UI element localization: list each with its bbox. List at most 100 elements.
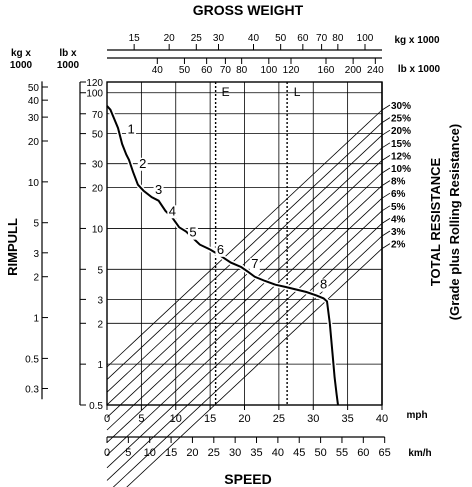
rimpull-lb-tick-label: 100 <box>86 89 103 100</box>
rimpull-lb-tick-label: 0.5 <box>89 401 103 412</box>
resistance-line <box>106 185 383 443</box>
gross-weight-kg-tick-label: 40 <box>248 33 260 44</box>
kmh-tick-label: 60 <box>357 447 369 459</box>
kmh-tick-label: 55 <box>336 447 348 459</box>
kmh-tick-label: 5 <box>125 447 131 459</box>
gross-weight-kg-tick-label: 100 <box>357 33 374 44</box>
resistance-line <box>106 134 383 393</box>
resistance-line <box>106 147 383 406</box>
gear-label-background <box>318 278 329 292</box>
mph-tick-label: 20 <box>238 413 250 425</box>
resistance-label-leader <box>381 243 391 249</box>
rimpull-kg-tick-label: 50 <box>28 83 40 94</box>
resistance-line <box>106 197 383 456</box>
gross-weight-lb-tick-label: 240 <box>367 65 384 76</box>
resistance-label: 20% <box>391 126 411 137</box>
resistance-label-leader <box>381 205 391 212</box>
kmh-tick-label: 45 <box>293 447 305 459</box>
rimpull-lb-tick-label: 3 <box>97 295 103 306</box>
resistance-line <box>106 109 383 368</box>
gear-label-2: 2 <box>139 156 146 171</box>
gross-weight-kg-tick-label: 80 <box>332 33 344 44</box>
resistance-label-leader <box>381 104 391 111</box>
rimpull-kg-tick-label: 10 <box>28 178 40 189</box>
rimpull-kg-tick-label: 2 <box>33 273 39 284</box>
rimpull-kg-tick-label: 20 <box>28 137 40 148</box>
rimpull-lb-tick-label: 1 <box>97 360 103 371</box>
gear-label-background <box>153 183 164 197</box>
gross-weight-kg-tick-label: 50 <box>275 33 287 44</box>
kmh-tick-label: 15 <box>165 447 177 459</box>
resistance-label: 12% <box>391 151 411 162</box>
kmh-tick-label: 40 <box>272 447 284 459</box>
rimpull-unit-lb-1: lb x <box>59 48 77 59</box>
gear-label-7: 7 <box>251 256 258 271</box>
resistance-line <box>126 248 383 487</box>
rimpull-kg-tick-label: 30 <box>28 113 40 124</box>
gross-weight-lb-tick-label: 70 <box>220 65 232 76</box>
right-axis-title: TOTAL RESISTANCE <box>428 158 443 287</box>
resistance-label: 8% <box>391 177 406 188</box>
resistance-label-leader <box>381 142 391 149</box>
rimpull-unit-kg-1: kg x <box>11 48 31 59</box>
resistance-label: 3% <box>391 227 406 238</box>
resistance-label-leader <box>381 167 391 174</box>
reference-label-L: L <box>294 85 301 99</box>
chart-title: GROSS WEIGHT <box>193 2 304 18</box>
gross-weight-lb-tick-label: 50 <box>179 65 191 76</box>
resistance-label: 2% <box>391 240 406 251</box>
rimpull-curve <box>105 104 341 406</box>
gear-label-6: 6 <box>217 242 224 257</box>
gross-weight-kg-tick-label: 20 <box>164 33 176 44</box>
resistance-line <box>106 160 383 418</box>
resistance-label-leader <box>381 230 391 237</box>
gear-label-background <box>187 226 198 240</box>
resistance-label: 6% <box>391 189 406 200</box>
mph-unit-label: mph <box>406 410 427 421</box>
y-axis-title: RIMPULL <box>5 218 20 276</box>
gross-weight-lb-tick-label: 80 <box>236 65 248 76</box>
gross-weight-kg-tick-label: 15 <box>129 33 141 44</box>
gross-weight-kg-tick-label: 25 <box>191 33 203 44</box>
resistance-label: 15% <box>391 139 411 150</box>
resistance-label-leader <box>381 192 391 199</box>
resistance-label: 25% <box>391 114 411 125</box>
gear-label-3: 3 <box>155 182 162 197</box>
gear-label-background <box>137 157 148 171</box>
resistance-label: 5% <box>391 202 406 213</box>
grid-lines <box>107 82 382 405</box>
resistance-label-leader <box>381 218 391 224</box>
weight-unit-kg: kg x 1000 <box>394 35 439 46</box>
rimpull-lb-tick-label: 20 <box>92 184 104 195</box>
gross-weight-kg-tick-label: 30 <box>213 33 225 44</box>
reference-lines <box>214 82 288 405</box>
weight-unit-lb: lb x 1000 <box>398 64 441 75</box>
gross-weight-lb-tick-label: 100 <box>260 65 277 76</box>
rimpull-kg-tick-label: 0.5 <box>25 354 39 365</box>
resistance-label: 10% <box>391 164 411 175</box>
rimpull-curve-line <box>106 105 339 406</box>
rimpull-kg-tick-label: 0.3 <box>25 385 39 396</box>
mph-tick-label: 10 <box>170 413 182 425</box>
kmh-tick-label: 50 <box>314 447 326 459</box>
resistance-label-leader <box>381 117 391 123</box>
mph-tick-label: 40 <box>376 413 388 425</box>
gross-weight-kg-tick-label: 60 <box>297 33 309 44</box>
rimpull-unit-kg-2: 1000 <box>10 60 33 71</box>
resistance-line <box>106 122 383 380</box>
gear-label-5: 5 <box>189 225 196 240</box>
kmh-tick-label: 35 <box>250 447 262 459</box>
rimpull-kg-tick-label: 3 <box>33 249 39 260</box>
mph-tick-label: 0 <box>104 413 110 425</box>
kmh-tick-label: 65 <box>379 447 391 459</box>
resistance-label-leader <box>381 155 391 161</box>
kmh-unit-label: km/h <box>408 448 431 459</box>
mph-tick-label: 5 <box>138 413 144 425</box>
gear-label-4: 4 <box>169 203 176 218</box>
right-axis-subtitle: (Grade plus Rolling Resistance) <box>447 124 462 321</box>
rimpull-lb-tick-label: 5 <box>97 265 103 276</box>
gear-label-background <box>167 205 178 219</box>
gear-label-background <box>249 258 260 272</box>
resistance-lines <box>106 104 391 487</box>
